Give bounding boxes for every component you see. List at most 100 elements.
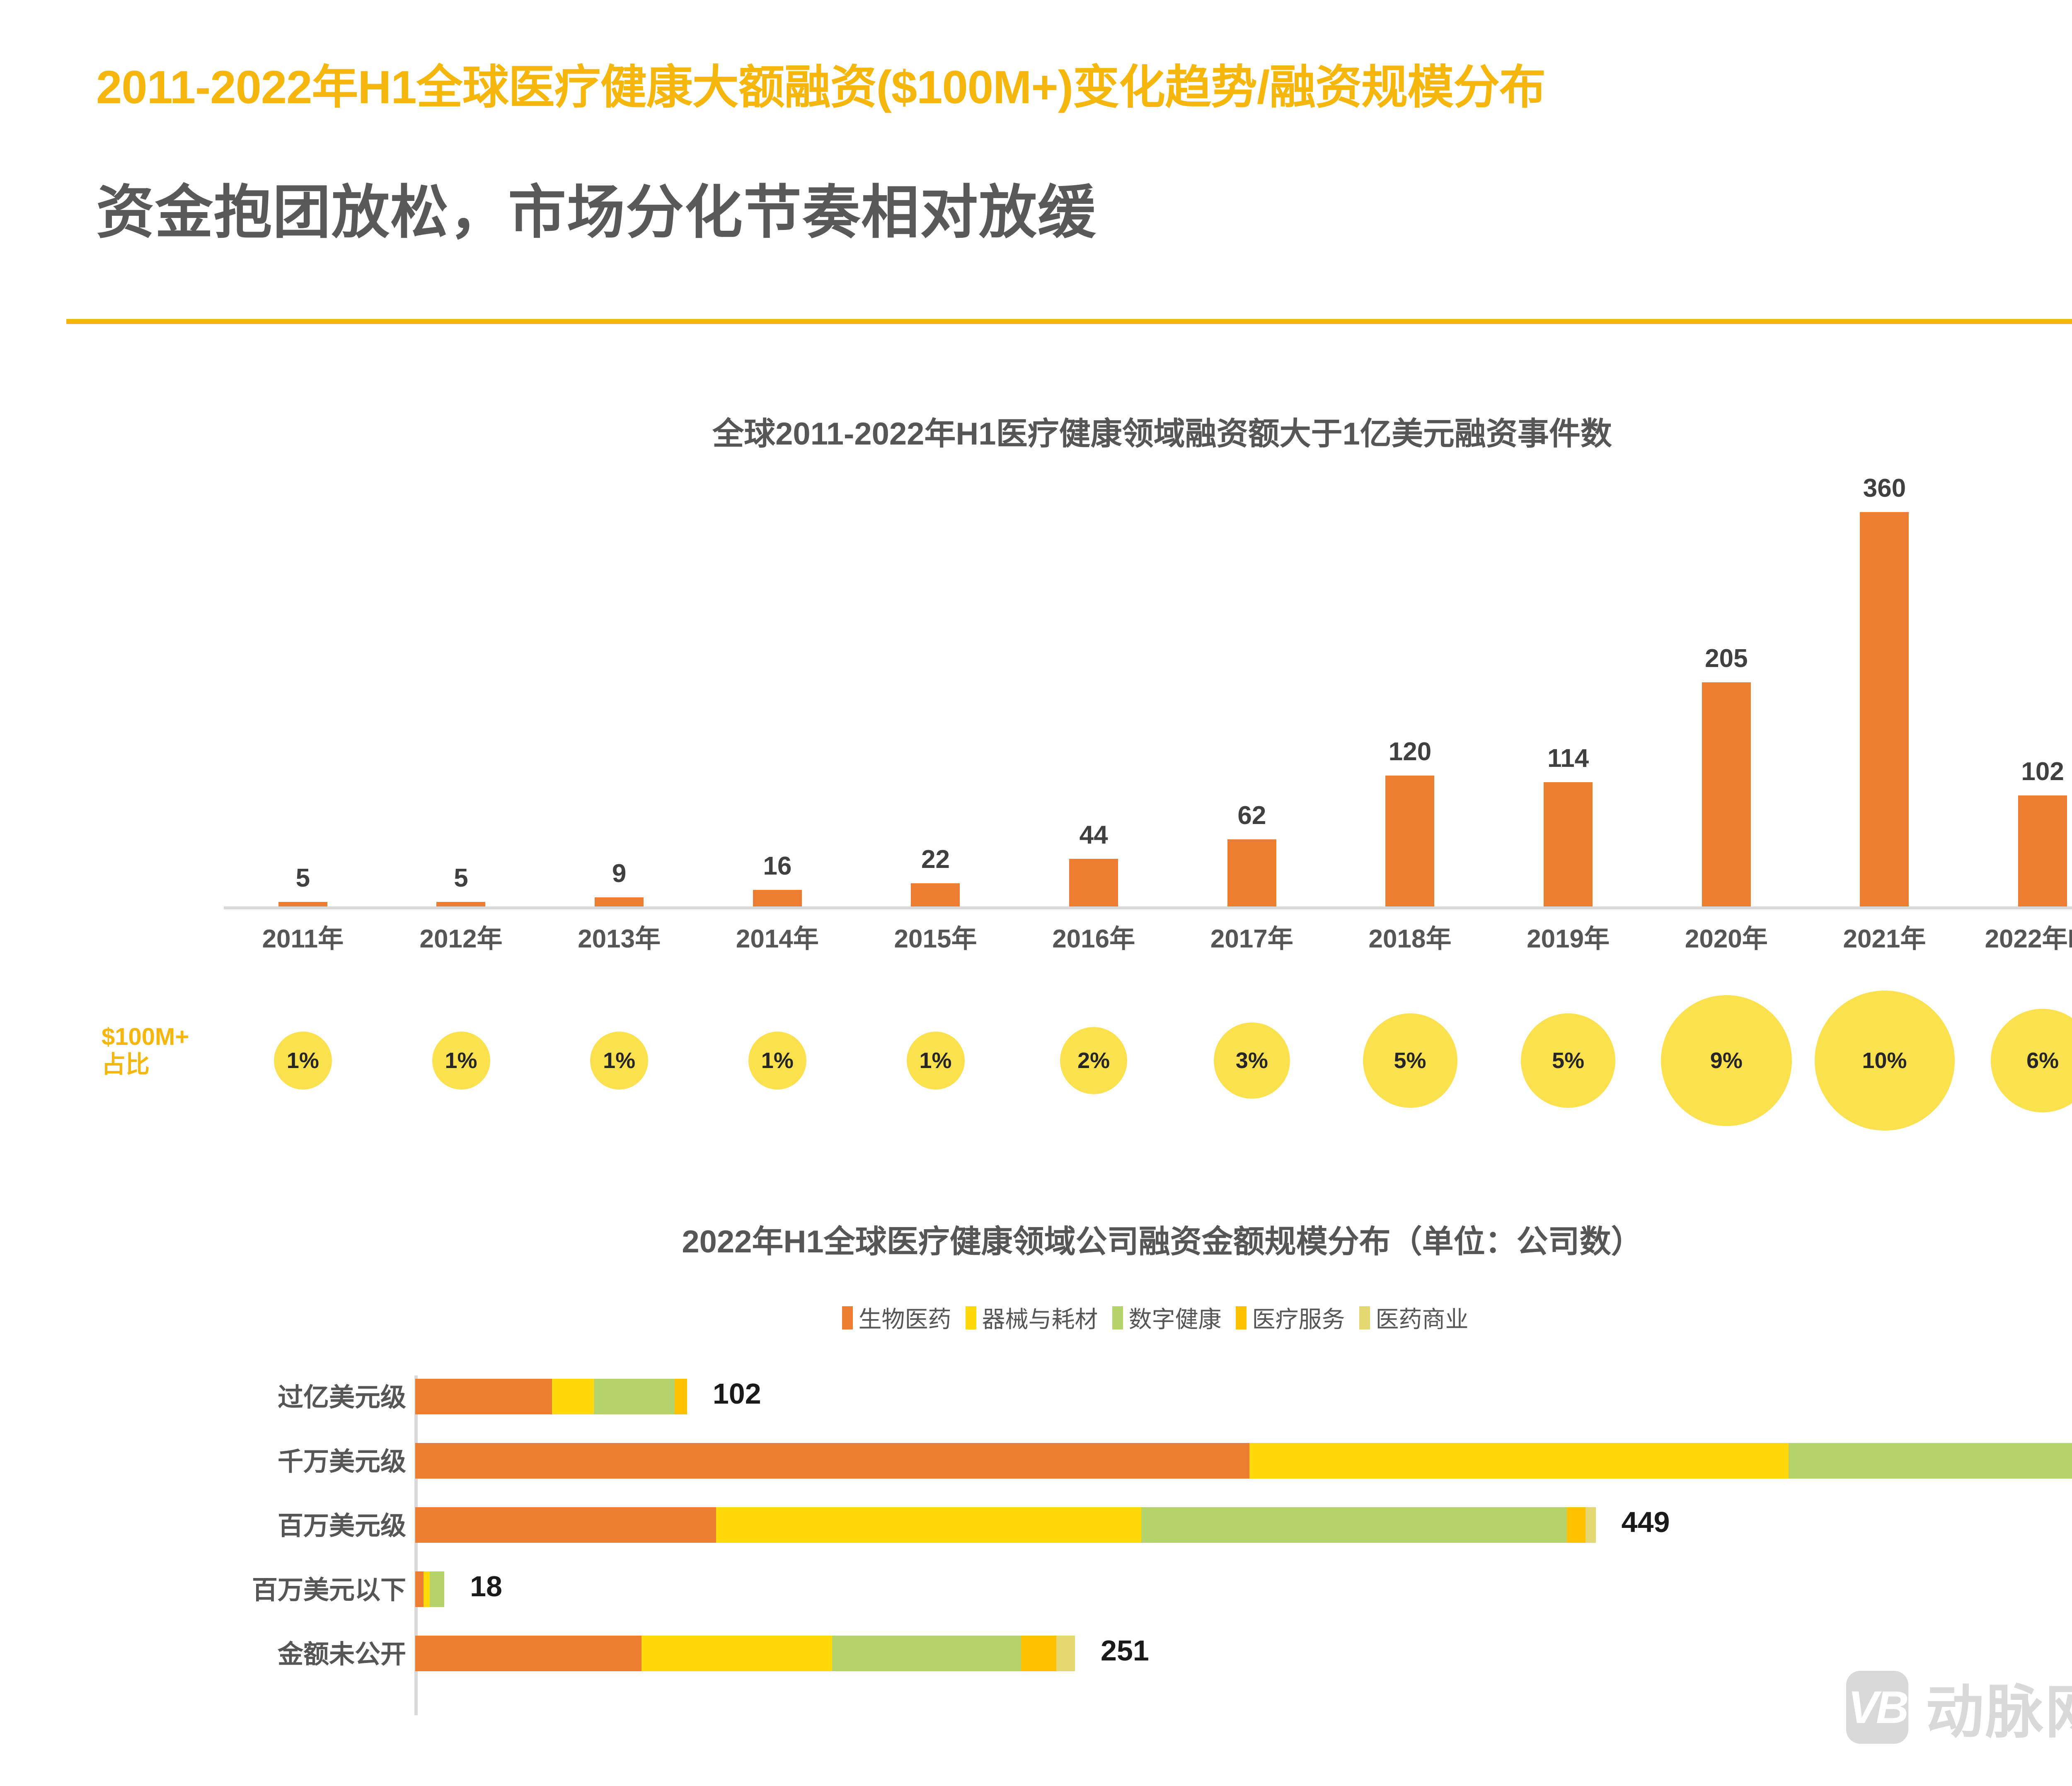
bar-2021年: [1860, 512, 1909, 907]
stacked-segment-医疗服务: [674, 1379, 687, 1414]
bar-2022年H1: [2018, 795, 2067, 907]
legend-label: 数字健康: [1128, 1306, 1222, 1332]
percent-bubble-label: 1%: [286, 1048, 319, 1073]
stacked-bar-row: 千万美元级778: [0, 1436, 2072, 1498]
bar-value-label: 16: [763, 851, 792, 880]
stacked-segment-器械与耗材: [716, 1507, 1142, 1543]
legend-swatch-icon: [842, 1306, 853, 1329]
page-title: 2011-2022年H1全球医疗健康大额融资($100M+)变化趋势/融资规模分…: [96, 61, 1546, 113]
legend-swatch-icon: [1359, 1306, 1370, 1329]
bar-value-label: 5: [454, 863, 468, 892]
stacked-bar-chart-axis-line: [414, 1375, 418, 1715]
percent-bubble-label: 5%: [1394, 1048, 1426, 1073]
stacked-segment-器械与耗材: [552, 1379, 594, 1414]
bar-value-label: 120: [1388, 737, 1432, 766]
percent-bubble-2015年: 1%: [906, 1032, 965, 1090]
bar-column: 44: [1014, 468, 1173, 907]
x-axis-label-2021年: 2021年: [1843, 925, 1926, 953]
x-axis-label-2014年: 2014年: [736, 925, 819, 953]
legend-item-医疗服务[interactable]: 医疗服务: [1235, 1301, 1345, 1334]
y-axis-label-百万美元以下: 百万美元以下: [252, 1576, 406, 1605]
stacked-segment-器械与耗材: [424, 1571, 430, 1607]
y-axis-label-千万美元级: 千万美元级: [277, 1448, 406, 1476]
stacked-bar-百万美元级: [415, 1507, 1596, 1543]
percent-bubble-label: 6%: [2026, 1048, 2059, 1073]
bar-column: 16: [698, 468, 857, 907]
stacked-bar-chart-plot-area: 过亿美元级 102 千万美元级778 百万美元级 449 百万美元以下 18 金额未公开 251: [0, 1367, 2072, 1711]
percent-bubble-2020年: 9%: [1661, 995, 1792, 1126]
bar-2020年: [1702, 682, 1751, 907]
stacked-bar-total-label: 251: [1101, 1634, 1149, 1667]
stacked-bar-百万美元以下: [415, 1571, 445, 1607]
bar-2015年: [911, 883, 960, 907]
legend-swatch-icon: [1112, 1306, 1123, 1329]
stacked-bar-row: 过亿美元级 102: [0, 1371, 2072, 1433]
x-axis-label-2011年: 2011年: [262, 925, 344, 953]
stacked-segment-医药商业: [1056, 1636, 1075, 1671]
percent-bubble-label: 1%: [603, 1048, 636, 1073]
percent-bubble-2018年: 5%: [1363, 1013, 1457, 1108]
legend-item-数字健康[interactable]: 数字健康: [1112, 1301, 1222, 1334]
legend-item-器械与耗材[interactable]: 器械与耗材: [965, 1301, 1098, 1334]
bar-column: 5: [382, 468, 540, 907]
vb-badge-label: VB: [1848, 1682, 1909, 1733]
header-divider: [66, 319, 2072, 324]
bar-value-label: 5: [295, 863, 310, 892]
stacked-bar-chart-title: 2022年H1全球医疗健康领域公司融资金额规模分布（单位：公司数）: [682, 1224, 1643, 1259]
bubble-row-label: $100M+ 占比: [102, 1023, 226, 1078]
bar-value-label: 62: [1237, 801, 1266, 830]
stacked-segment-生物医药: [415, 1379, 552, 1414]
y-axis-label-百万美元级: 百万美元级: [277, 1512, 406, 1540]
stacked-segment-器械与耗材: [641, 1636, 833, 1671]
stacked-segment-生物医药: [415, 1571, 424, 1607]
stacked-bar-total-label: 102: [712, 1378, 761, 1410]
stacked-bar-total-label: 449: [1621, 1506, 1670, 1538]
bar-2011年: [278, 901, 327, 907]
x-axis-label-2018年: 2018年: [1368, 925, 1452, 953]
stacked-bar-金额未公开: [415, 1636, 1075, 1671]
bar-column: 62: [1173, 468, 1331, 907]
legend-item-医药商业[interactable]: 医药商业: [1359, 1301, 1469, 1334]
legend-swatch-icon: [965, 1306, 976, 1329]
stacked-segment-生物医药: [415, 1507, 716, 1543]
bubble-row: 1% 1% 1% 1% 1% 2% 3% 5% 5% 9% 10% 6%: [224, 986, 2072, 1135]
percent-bubble-2013年: 1%: [590, 1032, 649, 1090]
stacked-segment-生物医药: [415, 1636, 641, 1671]
stacked-bar-total-label: 18: [470, 1570, 502, 1602]
vb-badge-icon: VB: [1846, 1671, 1909, 1744]
stacked-bar-row: 百万美元级 449: [0, 1500, 2072, 1562]
x-axis-label-2017年: 2017年: [1210, 925, 1293, 953]
percent-bubble-2017年: 3%: [1213, 1022, 1290, 1099]
bar-2013年: [595, 897, 644, 907]
legend-label: 生物医药: [858, 1306, 951, 1332]
bar-column: 360: [1806, 468, 1964, 907]
x-axis-label-2022年H1: 2022年H1: [1985, 925, 2072, 953]
x-axis-label-2019年: 2019年: [1527, 925, 1610, 953]
bar-2018年: [1385, 776, 1435, 907]
bar-chart-plot-area: 5 5 9 16 22 44 62 120 114 205 360 102: [224, 468, 2072, 907]
legend-item-生物医药[interactable]: 生物医药: [842, 1301, 951, 1334]
percent-bubble-2012年: 1%: [432, 1032, 490, 1090]
stacked-bar-row: 金额未公开 251: [0, 1628, 2072, 1690]
bar-chart-title: 全球2011-2022年H1医疗健康领域融资额大于1亿美元融资事件数: [712, 416, 1612, 452]
percent-bubble-label: 5%: [1552, 1048, 1585, 1073]
percent-bubble-label: 1%: [445, 1048, 477, 1073]
bar-2019年: [1544, 782, 1593, 907]
bar-2017年: [1227, 839, 1276, 907]
bar-value-label: 360: [1863, 474, 1906, 503]
bubble-row-label-line-0: $100M+: [102, 1023, 189, 1050]
percent-bubble-label: 3%: [1235, 1048, 1268, 1073]
bubble-row-label-line-1: 占比: [102, 1051, 150, 1078]
percent-bubble-label: 2%: [1077, 1048, 1110, 1073]
bar-column: 102: [1963, 468, 2072, 907]
bar-value-label: 9: [612, 859, 627, 888]
percent-bubble-label: 1%: [919, 1048, 952, 1073]
bar-2016年: [1069, 859, 1118, 907]
bar-chart-x-labels: 2011年 2012年 2013年 2014年 2015年 2016年 2017年 2018年…: [224, 918, 2072, 959]
x-axis-label-2013年: 2013年: [578, 925, 661, 953]
percent-bubble-2014年: 1%: [748, 1032, 806, 1090]
percent-bubble-2016年: 2%: [1060, 1027, 1128, 1094]
x-axis-label-2015年: 2015年: [894, 925, 977, 953]
x-axis-label-2012年: 2012年: [419, 925, 503, 953]
y-axis-label-金额未公开: 金额未公开: [277, 1640, 406, 1669]
